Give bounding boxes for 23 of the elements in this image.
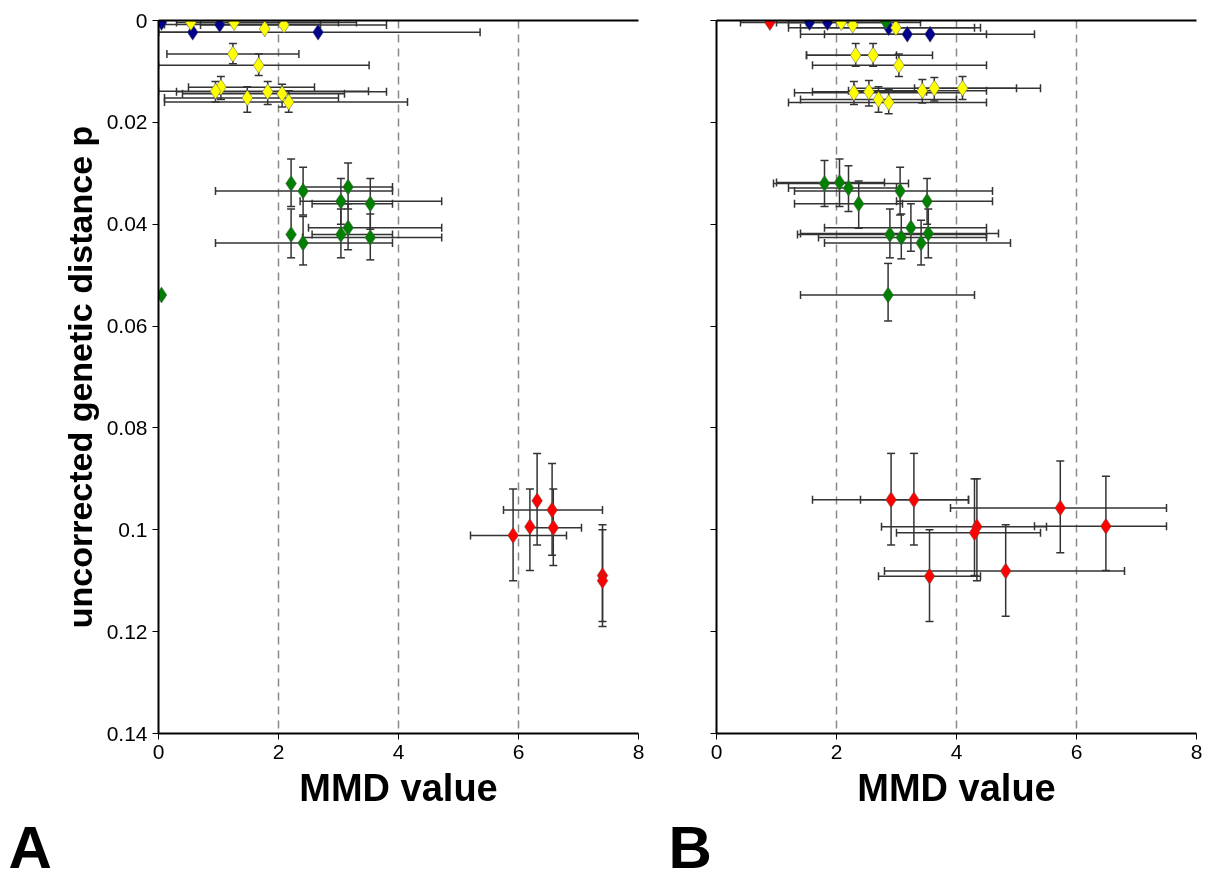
y-tick-label: 0.02 (106, 110, 148, 134)
y-tick-label: 0.1 (118, 517, 148, 541)
y-tick-label: 0.12 (106, 619, 148, 643)
x-tick-label: 4 (392, 739, 405, 763)
x-tick-label: 2 (272, 739, 285, 763)
x-tick-label: 8 (1190, 739, 1203, 763)
y-tick-label: 0 (135, 8, 148, 32)
y-axis-title: uncorrected genetic distance p (60, 125, 99, 629)
text: A (8, 813, 52, 881)
x-tick-label: 6 (1070, 739, 1083, 763)
x-tick-label: 4 (950, 739, 963, 763)
y-tick-label: 0.14 (106, 721, 148, 745)
y-tick-label: 0.06 (106, 314, 148, 338)
x-tick-label: 0 (152, 739, 165, 763)
x-tick-label: 8 (632, 739, 645, 763)
x-axis-title: MMD value (857, 766, 1056, 809)
x-axis-title: MMD value (299, 766, 498, 809)
x-tick-label: 2 (830, 739, 843, 763)
y-tick-label: 0.08 (106, 415, 148, 439)
x-tick-label: 0 (710, 739, 723, 763)
text: B (668, 813, 712, 881)
y-tick-label: 0.04 (106, 212, 148, 236)
x-tick-label: 6 (512, 739, 525, 763)
